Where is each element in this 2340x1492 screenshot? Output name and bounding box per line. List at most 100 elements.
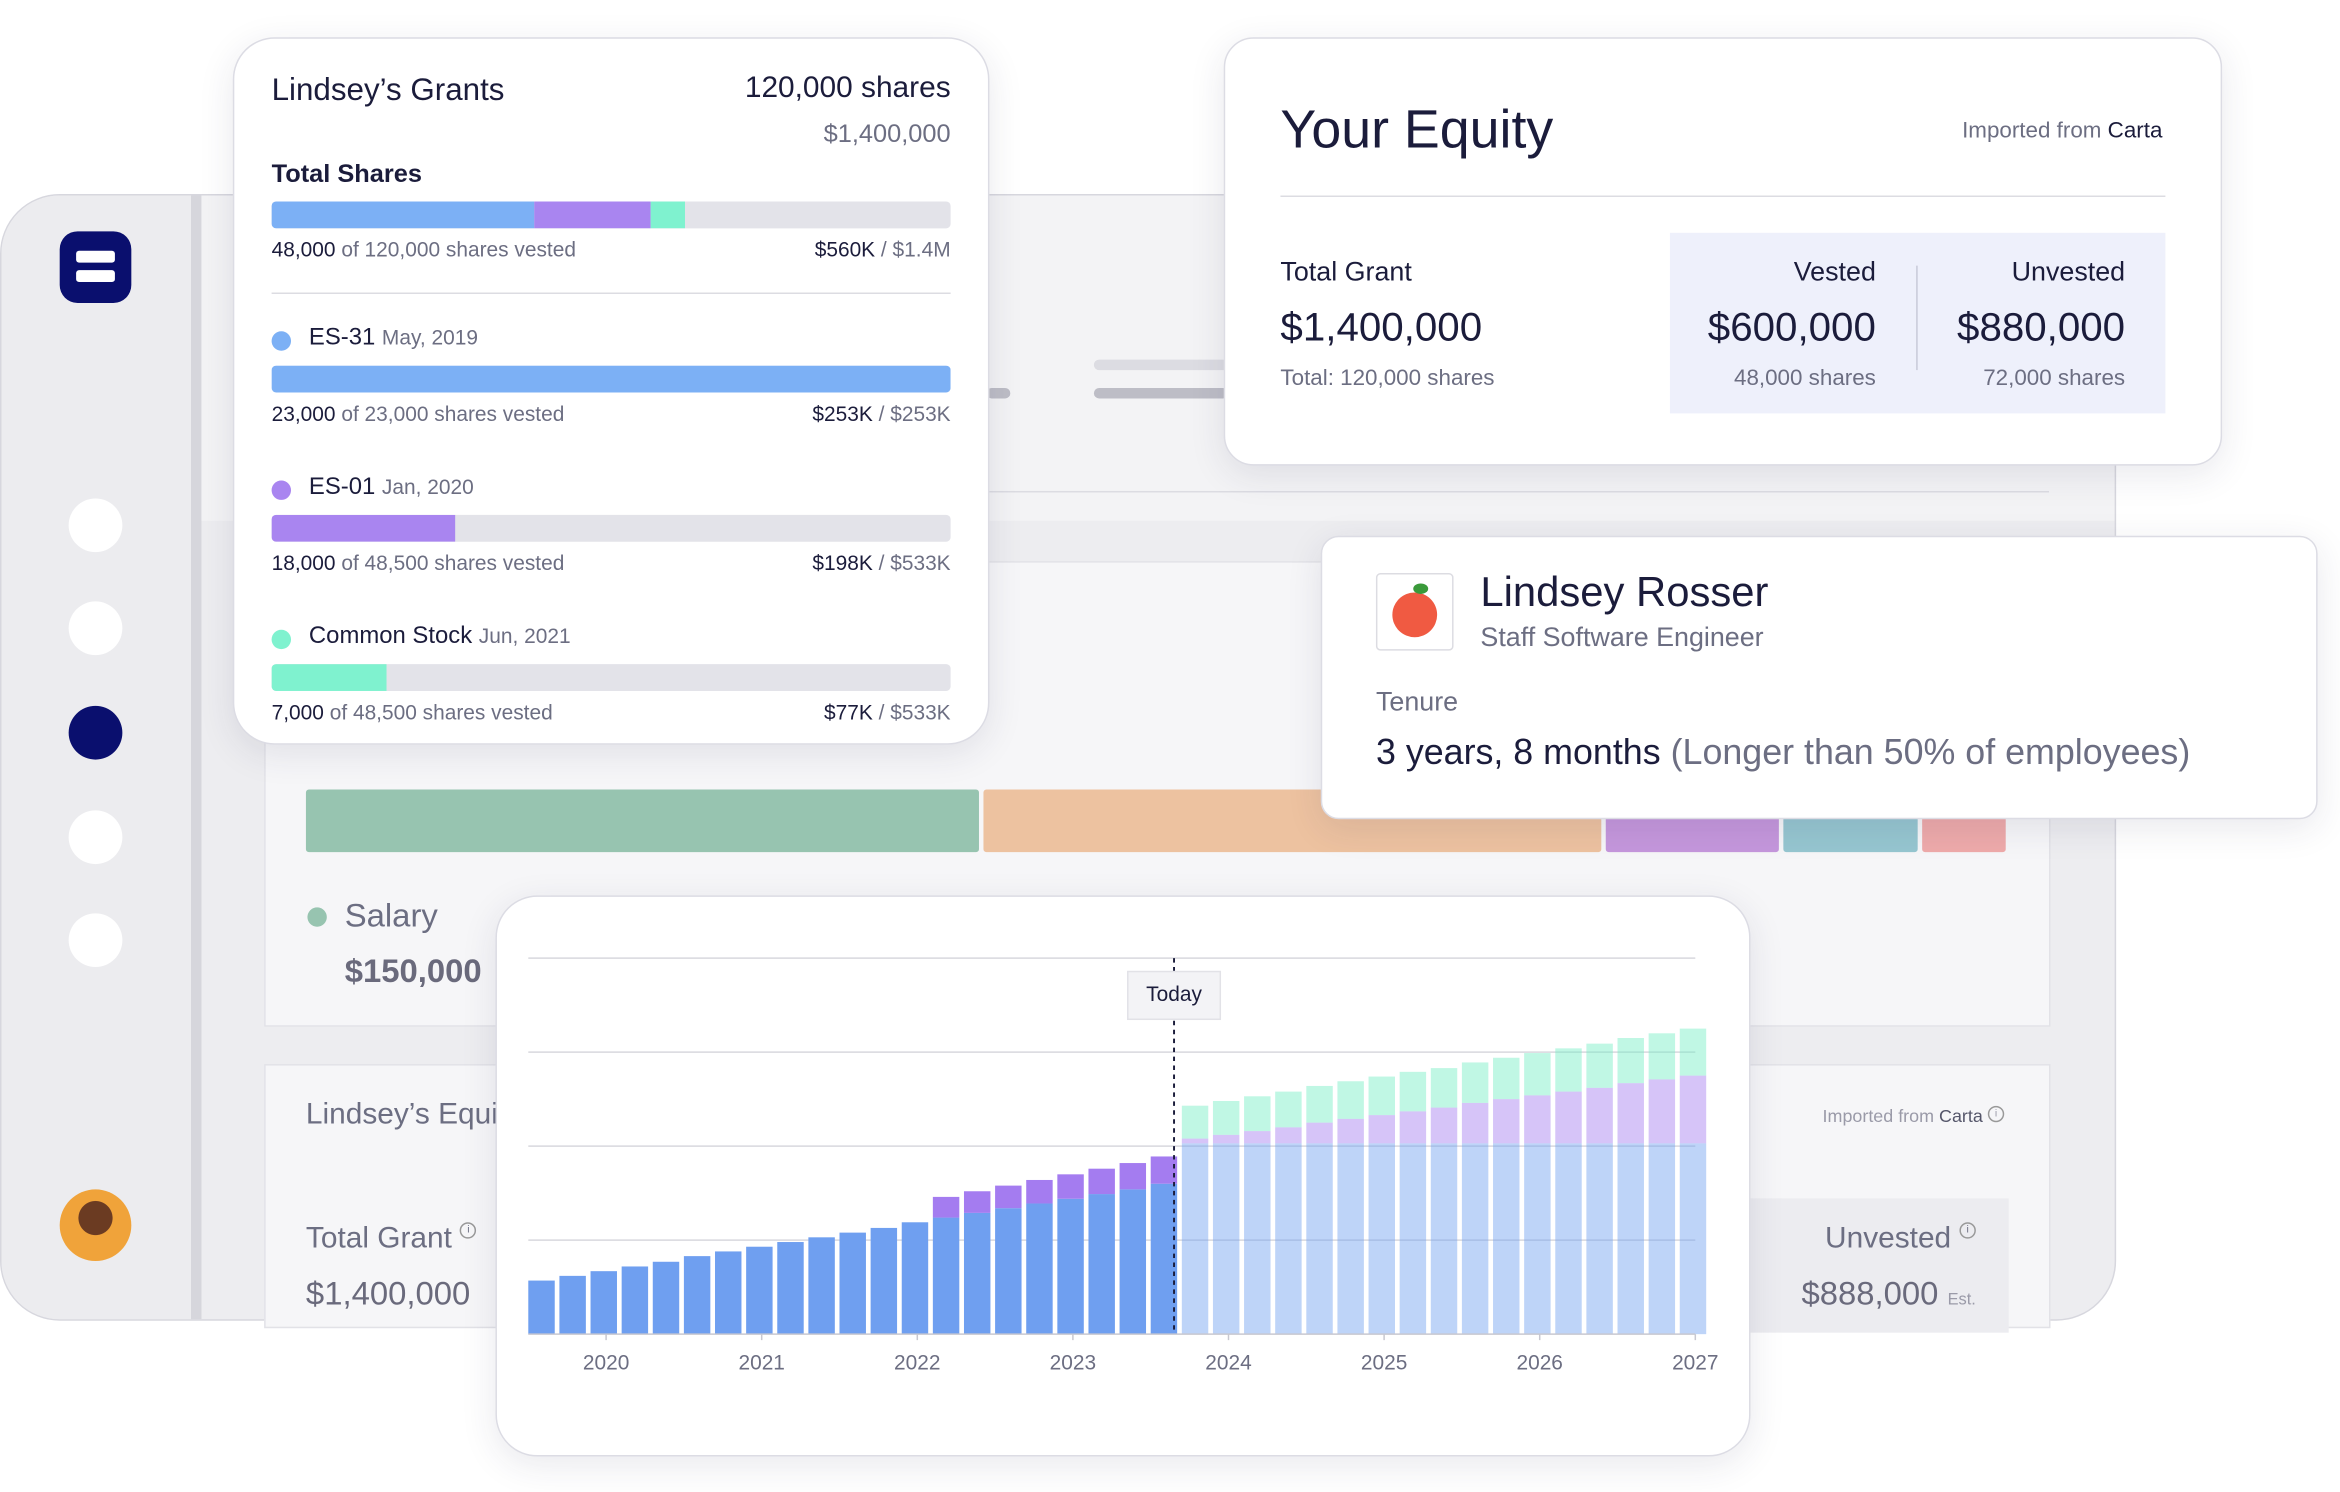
unvested-label: Unvested (2011, 256, 2126, 287)
divider (971, 490, 2049, 493)
tenure-note: (Longer than 50% of employees) (1670, 732, 2191, 774)
placeholder-line (1093, 359, 1229, 371)
bar-segment (1555, 1048, 1582, 1092)
logo-bar (76, 250, 115, 263)
x-tick-label: 2023 (1050, 1352, 1096, 1375)
vested-text: of 23,000 shares vested (341, 401, 565, 426)
grant-date: May, 2019 (381, 325, 478, 350)
equity-title: Your Equity (1280, 98, 1554, 160)
unvested-value: $888,000 Est. (1801, 1274, 1975, 1313)
profile-role: Staff Software Engineer (1480, 622, 1764, 653)
bar-segment (963, 1191, 991, 1213)
profile-name: Lindsey Rosser (1480, 568, 1769, 615)
bar-segment (1026, 1179, 1053, 1204)
vested: 48,000 (271, 237, 336, 262)
unvested-box (1747, 1198, 2009, 1333)
grant-name: ES-31 (308, 325, 376, 351)
bar-segment (1461, 1062, 1489, 1103)
total-grant-label: Total Grant (1280, 256, 1412, 287)
bar-segment (652, 1261, 680, 1335)
nav-dot[interactable] (68, 913, 123, 968)
logo (59, 231, 132, 303)
bar-segment (1524, 1143, 1551, 1335)
nav-dot-active[interactable] (68, 705, 123, 760)
grants-total-value: $1,400,000 (823, 119, 951, 148)
value: $253K (812, 401, 873, 426)
summary-vested: 48,000 of 120,000 shares vested (272, 237, 576, 261)
total: / $533K (878, 550, 951, 575)
grant-vested: 7,000 of 48,500 shares vested (272, 700, 553, 724)
bar-segment (1337, 1118, 1364, 1144)
value: $888,000 (1801, 1274, 1939, 1312)
bar-segment (901, 1222, 929, 1335)
bar-segment (1181, 1105, 1209, 1139)
placeholder-line (1093, 388, 1229, 399)
company-logo (1375, 573, 1454, 651)
total-grant-label: Total Grant i (306, 1222, 477, 1256)
grant-dot (271, 331, 292, 351)
label: Unvested (1825, 1222, 1952, 1256)
bar-segment (1368, 1076, 1395, 1116)
bar-segment (1493, 1099, 1520, 1144)
total: / $533K (878, 699, 951, 724)
bar-segment (932, 1196, 960, 1218)
vested-value: $600,000 (1707, 304, 1876, 350)
bar-segment (1430, 1068, 1458, 1108)
grant-value: $253K / $253K (812, 401, 950, 425)
vested-label: Vested (1793, 256, 1876, 287)
today-label: Today (1146, 983, 1202, 1006)
nav-dot[interactable] (68, 498, 123, 553)
source: Imported from Carta i (1823, 1105, 2005, 1127)
avatar[interactable] (59, 1189, 132, 1262)
x-tick-label: 2020 (583, 1352, 629, 1375)
bar-segment (1244, 1096, 1271, 1132)
bar-segment (1306, 1122, 1333, 1144)
bar-segment (995, 1208, 1022, 1335)
bar-segment (995, 1185, 1022, 1209)
bar-segment (1337, 1081, 1364, 1119)
bar-segment (1524, 1095, 1551, 1144)
value: $560K (814, 237, 876, 262)
salary-label: Salary (344, 896, 438, 935)
grant-dot (271, 629, 292, 650)
section-title: Total Shares (271, 159, 423, 189)
bar-segment (870, 1227, 898, 1335)
unvested-sub: 72,000 shares (1983, 365, 2126, 391)
vested: 18,000 (271, 550, 336, 575)
source-name: Carta (2107, 117, 2163, 144)
bar-segment (1399, 1143, 1427, 1335)
bar-segment (1430, 1143, 1458, 1335)
bar-segment (839, 1232, 866, 1335)
x-tick-label: 2026 (1516, 1352, 1562, 1375)
bar-segment (932, 1217, 960, 1335)
nav-dot[interactable] (68, 601, 123, 656)
bar-segment (1275, 1143, 1302, 1335)
profile-card: Lindsey Rosser Staff Software Engineer T… (1320, 535, 2318, 820)
x-tick-label: 2027 (1672, 1352, 1718, 1375)
chart-card: 2020 2021 2022 2023 2024 2025 2026 2027 Today (495, 895, 1751, 1457)
nav-dot[interactable] (68, 810, 123, 865)
bar-segment (1306, 1085, 1333, 1123)
grant-vested: 23,000 of 23,000 shares vested (272, 401, 565, 425)
bar-segment (621, 1266, 649, 1335)
today-box (1127, 970, 1222, 1021)
x-tick-label: 2022 (894, 1352, 940, 1375)
grant-vested: 18,000 of 48,500 shares vested (272, 551, 565, 575)
label: Total Grant (305, 1222, 452, 1256)
value: $77K (823, 699, 873, 724)
bar-segment (1399, 1071, 1427, 1112)
bar-segment (1461, 1143, 1489, 1335)
total-grant-value: $1,400,000 (1280, 304, 1483, 350)
equity-source: Imported from Carta (1962, 118, 2162, 143)
grant-bar (271, 514, 951, 542)
bar-segment (1244, 1131, 1271, 1144)
bar-segment (1212, 1134, 1240, 1144)
bar-segment (1119, 1189, 1147, 1335)
bar-segment (559, 1275, 586, 1335)
bar-segment (1493, 1143, 1520, 1335)
info-icon: i (1987, 1105, 2005, 1123)
bar-segment (1461, 1102, 1489, 1144)
grant-name: ES-01 (308, 474, 376, 500)
bar-segment (1337, 1143, 1364, 1335)
bar-segment (1275, 1127, 1302, 1144)
